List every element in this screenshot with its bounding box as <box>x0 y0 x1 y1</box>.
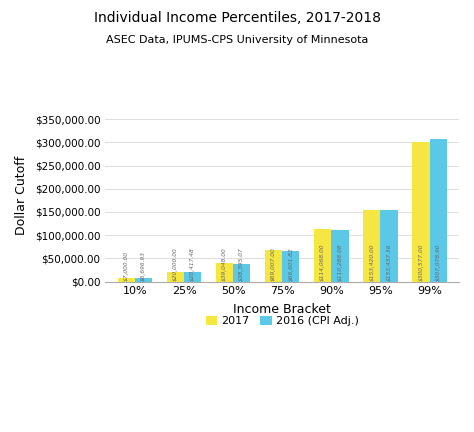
Bar <box>233 264 250 282</box>
Text: $153,420.00: $153,420.00 <box>369 243 374 281</box>
Text: $20,417.48: $20,417.48 <box>190 247 195 281</box>
Text: $38,395.07: $38,395.07 <box>239 247 244 281</box>
Text: $39,048.00: $39,048.00 <box>222 247 227 281</box>
Text: $110,288.08: $110,288.08 <box>337 243 342 281</box>
Bar <box>118 278 135 282</box>
Bar <box>282 251 300 282</box>
Text: $300,577.00: $300,577.00 <box>419 243 423 281</box>
Text: ASEC Data, IPUMS-CPS University of Minnesota: ASEC Data, IPUMS-CPS University of Minne… <box>106 35 368 45</box>
Text: $69,007.00: $69,007.00 <box>271 247 276 281</box>
Text: $7,000.00: $7,000.00 <box>124 251 129 281</box>
Text: $20,000.00: $20,000.00 <box>173 247 178 281</box>
Text: $6,696.93: $6,696.93 <box>141 251 146 281</box>
Bar <box>216 264 233 282</box>
Y-axis label: Dollar Cutoff: Dollar Cutoff <box>15 156 28 235</box>
Bar <box>429 139 447 282</box>
Legend: 2017, 2016 (CPI Adj.): 2017, 2016 (CPI Adj.) <box>201 311 364 331</box>
Bar <box>314 229 331 282</box>
Bar <box>412 142 429 282</box>
Text: $307,078.90: $307,078.90 <box>436 243 441 281</box>
Text: $66,601.82: $66,601.82 <box>288 247 293 281</box>
Text: Individual Income Percentiles, 2017-2018: Individual Income Percentiles, 2017-2018 <box>93 11 381 25</box>
X-axis label: Income Bracket: Income Bracket <box>233 303 331 316</box>
Bar <box>381 210 398 282</box>
Text: $153,437.36: $153,437.36 <box>386 243 392 281</box>
Bar <box>363 210 381 282</box>
Bar <box>167 272 184 282</box>
Bar <box>331 230 348 282</box>
Bar <box>265 250 282 282</box>
Text: $114,068.00: $114,068.00 <box>320 243 325 281</box>
Bar <box>184 272 201 282</box>
Bar <box>135 279 152 282</box>
